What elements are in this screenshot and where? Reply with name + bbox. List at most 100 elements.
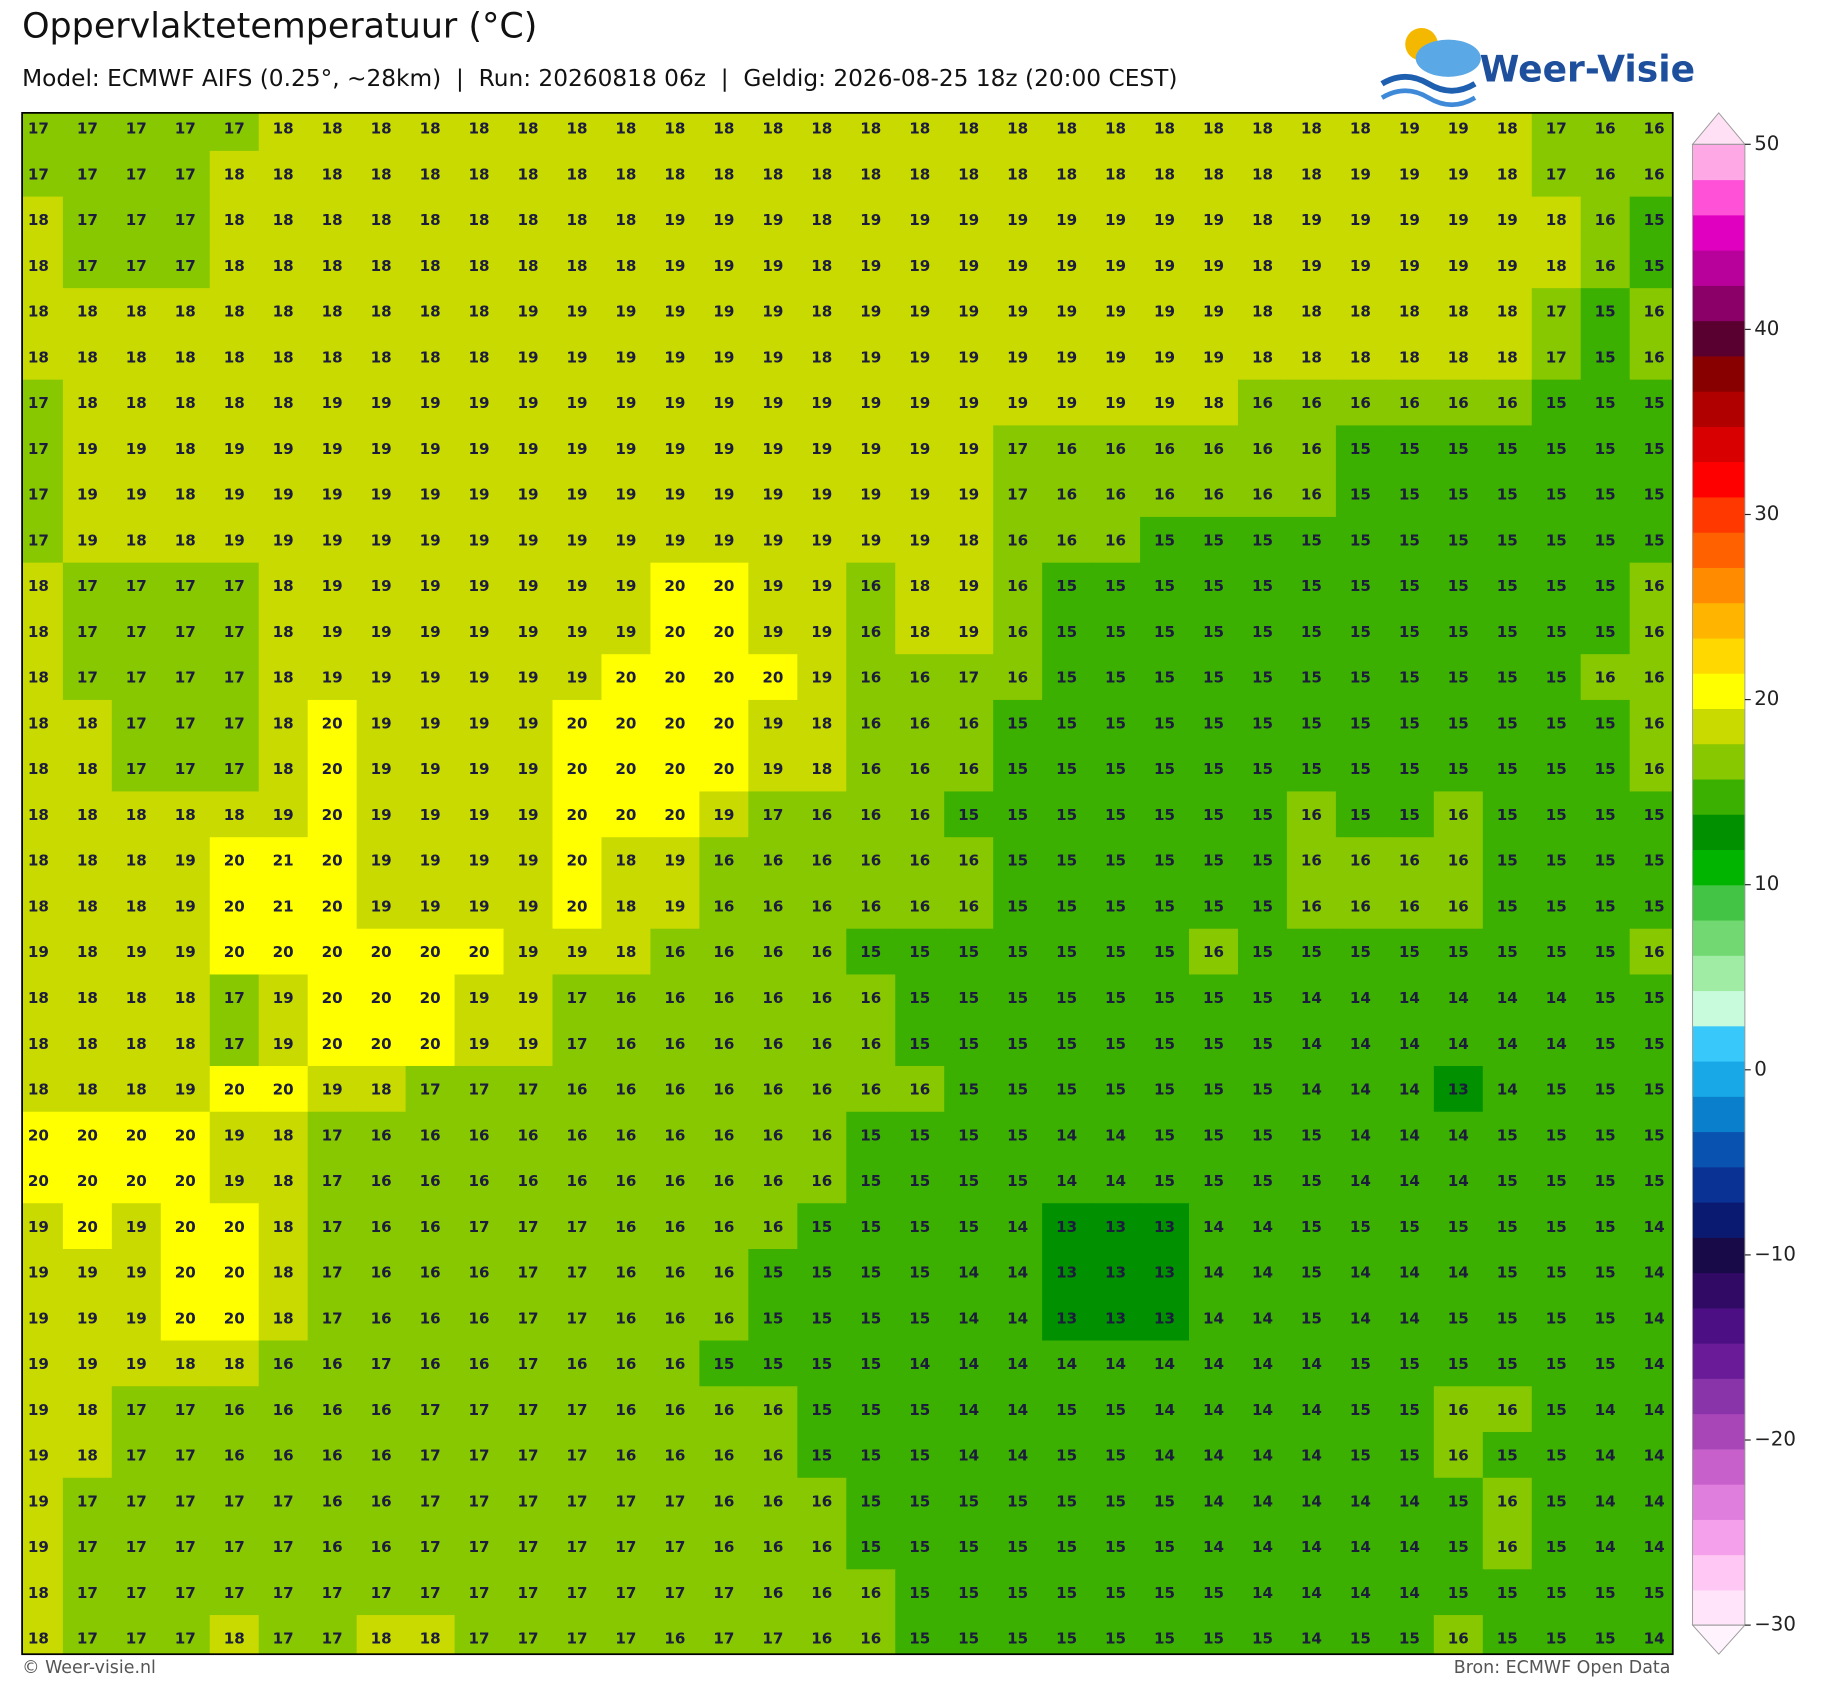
cell-label: 16 [1448, 394, 1469, 412]
cell-label: 17 [762, 806, 783, 824]
cell-label: 16 [664, 1355, 685, 1373]
cell-label: 14 [1644, 1447, 1665, 1465]
cell-label: 15 [1448, 1218, 1469, 1236]
cell [1042, 745, 1092, 793]
cell-label: 15 [1399, 1355, 1420, 1373]
cell-label: 15 [713, 1355, 734, 1373]
cell-label: 18 [1301, 348, 1322, 366]
cell [209, 379, 260, 427]
cell-label: 17 [664, 1584, 685, 1602]
cell-label: 20 [224, 1264, 245, 1282]
cell [1384, 379, 1435, 427]
cell-label: 15 [1154, 852, 1175, 870]
cell-label: 15 [1105, 898, 1126, 916]
cell [1237, 333, 1288, 381]
cell [1140, 379, 1190, 427]
cell [111, 379, 162, 427]
cell-label: 15 [1644, 1126, 1665, 1144]
cell-label: 20 [175, 1172, 196, 1190]
cell-label: 14 [1056, 1126, 1077, 1144]
cell [650, 608, 701, 655]
cell-label: 16 [1007, 669, 1028, 687]
cell-label: 19 [1105, 257, 1126, 275]
cell [22, 379, 64, 427]
colorbar-band [1692, 1519, 1745, 1556]
cell-label: 19 [126, 1218, 147, 1236]
cell [1482, 608, 1533, 655]
cell-label: 15 [1154, 943, 1175, 961]
cell-label: 18 [175, 531, 196, 549]
cell-label: 16 [860, 760, 881, 778]
cell-label: 15 [1350, 806, 1371, 824]
cell-label: 18 [566, 120, 587, 138]
cell-label: 16 [713, 943, 734, 961]
cell-label: 19 [1056, 394, 1077, 412]
cell-label: 19 [615, 303, 636, 321]
cell [209, 882, 260, 930]
cell-label: 20 [224, 898, 245, 916]
cell-label: 19 [518, 1035, 539, 1053]
cell [62, 242, 113, 289]
cell [601, 333, 652, 381]
cell [552, 150, 603, 198]
cell-label: 18 [126, 303, 147, 321]
colorbar-band [1692, 1307, 1745, 1344]
cell-label: 19 [1154, 394, 1175, 412]
cell-label: 19 [1350, 165, 1371, 183]
cell-label: 16 [860, 852, 881, 870]
cell [1042, 112, 1092, 152]
cell [601, 516, 652, 564]
cell-label: 19 [420, 669, 441, 687]
cell-label: 17 [322, 1630, 343, 1648]
cell-label: 15 [1448, 1309, 1469, 1327]
cell-label: 17 [77, 577, 98, 595]
colorbar-extend-low [1691, 1624, 1746, 1655]
cell-label: 15 [1399, 531, 1420, 549]
cell-label: 16 [420, 1309, 441, 1327]
cell [1335, 242, 1386, 289]
cell-label: 15 [1546, 852, 1567, 870]
cell-label: 15 [860, 1126, 881, 1144]
cell [1237, 562, 1288, 610]
cell [1286, 654, 1337, 701]
cell-label: 18 [273, 120, 294, 138]
cell-label: 19 [518, 394, 539, 412]
cell-label: 14 [1350, 1492, 1371, 1510]
cell [1580, 333, 1631, 381]
cell-label: 20 [175, 1309, 196, 1327]
cell-label: 17 [469, 1081, 490, 1099]
cell-label: 15 [1007, 1126, 1028, 1144]
cell-label: 19 [909, 303, 930, 321]
cell [1286, 112, 1337, 152]
cell-label: 15 [1595, 852, 1616, 870]
cell [993, 425, 1043, 472]
cell [797, 562, 847, 610]
cell [405, 425, 456, 472]
cell-label: 19 [566, 303, 587, 321]
cell-label: 14 [1301, 1584, 1322, 1602]
cell-label: 19 [420, 623, 441, 641]
cell-label: 16 [1399, 394, 1420, 412]
cell-label: 13 [1154, 1264, 1175, 1282]
cell [22, 699, 64, 747]
cell-label: 18 [1497, 165, 1518, 183]
cell [1335, 471, 1386, 518]
cell [111, 745, 162, 793]
cell-label: 15 [1497, 714, 1518, 732]
cell-label: 18 [420, 348, 441, 366]
cell-label: 15 [1644, 989, 1665, 1007]
cell [1140, 150, 1190, 198]
cell-label: 15 [1056, 806, 1077, 824]
cell-label: 19 [860, 394, 881, 412]
cell [1286, 882, 1337, 930]
cell-label: 15 [1448, 669, 1469, 687]
cell-label: 19 [518, 623, 539, 641]
cell-label: 19 [713, 440, 734, 458]
cell [454, 242, 505, 289]
logo-text: Weer-Visie [1480, 48, 1695, 90]
colorbar-band [1692, 1343, 1745, 1379]
cell-label: 14 [1252, 1401, 1273, 1419]
cell-label: 18 [77, 760, 98, 778]
cell [895, 425, 945, 472]
cell-label: 18 [126, 1035, 147, 1053]
